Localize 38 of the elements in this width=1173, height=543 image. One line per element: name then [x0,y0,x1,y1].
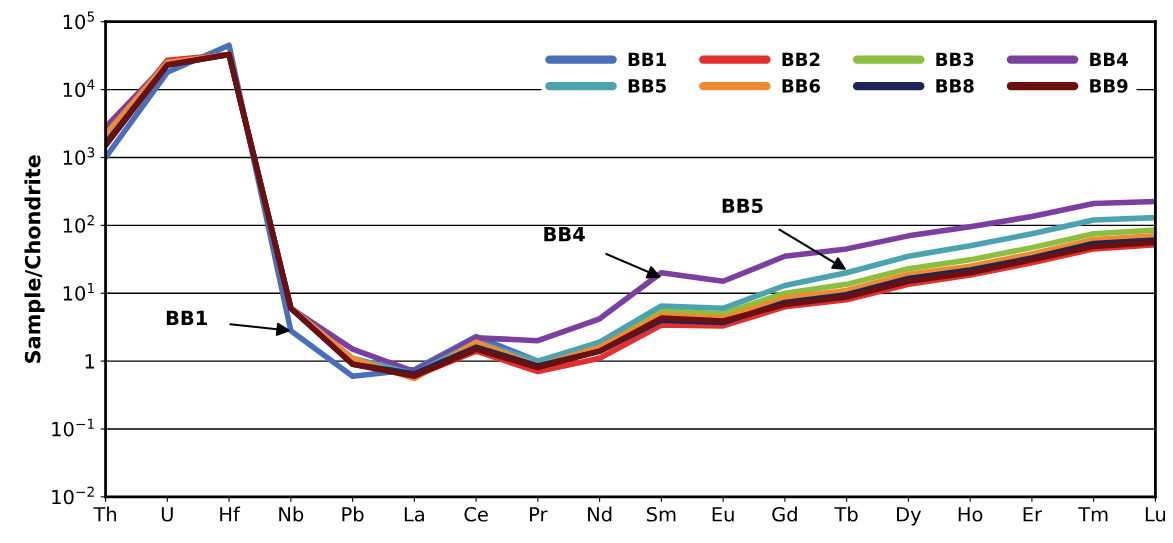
y-tick-label: 10$^{4}$ [63,79,95,98]
x-tick-label: Tm [1078,507,1108,522]
y-tick-label: 10$^{3}$ [63,147,95,165]
x-tick-label: Lu [1145,507,1166,522]
annotation: BB5 [722,198,763,214]
x-tick-label: U [161,507,173,522]
x-tick-label: Nb [279,506,304,522]
y-tick-label: 10$^{1}$ [63,283,94,301]
legend-label: BB8 [936,79,974,93]
legend-label: BB2 [782,52,820,66]
legend-label: BB5 [628,79,666,93]
x-tick-label: Sm [647,506,676,522]
legend-label: BB4 [1090,52,1128,66]
legend-label: BB1 [628,52,666,66]
legend-label: BB6 [782,79,821,93]
y-tick-label: 10$^{2}$ [63,215,94,233]
x-tick-label: Gd [772,506,797,522]
x-tick-label: Dy [897,507,922,526]
y-tick-label: 1 [85,354,95,369]
x-tick-label: La [404,507,424,522]
x-tick-label: Ho [958,507,983,522]
y-tick-label: 10$^{5}$ [63,11,95,30]
x-tick-label: Hf [220,506,241,522]
annotation: BB4 [544,227,585,242]
x-tick-label: Pb [342,506,364,522]
x-tick-label: Ce [464,506,488,522]
legend-label: BB9 [1090,79,1128,93]
x-tick-label: Pr [530,507,548,522]
x-tick-label: Eu [712,507,734,522]
legend-label: BB3 [936,52,974,67]
x-tick-label: Er [1023,507,1043,522]
annotation: BB1 [166,310,207,325]
y-axis-title: Sample/Chondrite [24,155,45,363]
x-tick-label: Nd [588,506,612,522]
x-tick-label: Tb [834,506,858,522]
x-tick-label: Th [93,506,117,522]
y-tick-label: 10$^{−1}$ [52,418,94,437]
y-tick-label: 10$^{−2}$ [52,486,94,505]
